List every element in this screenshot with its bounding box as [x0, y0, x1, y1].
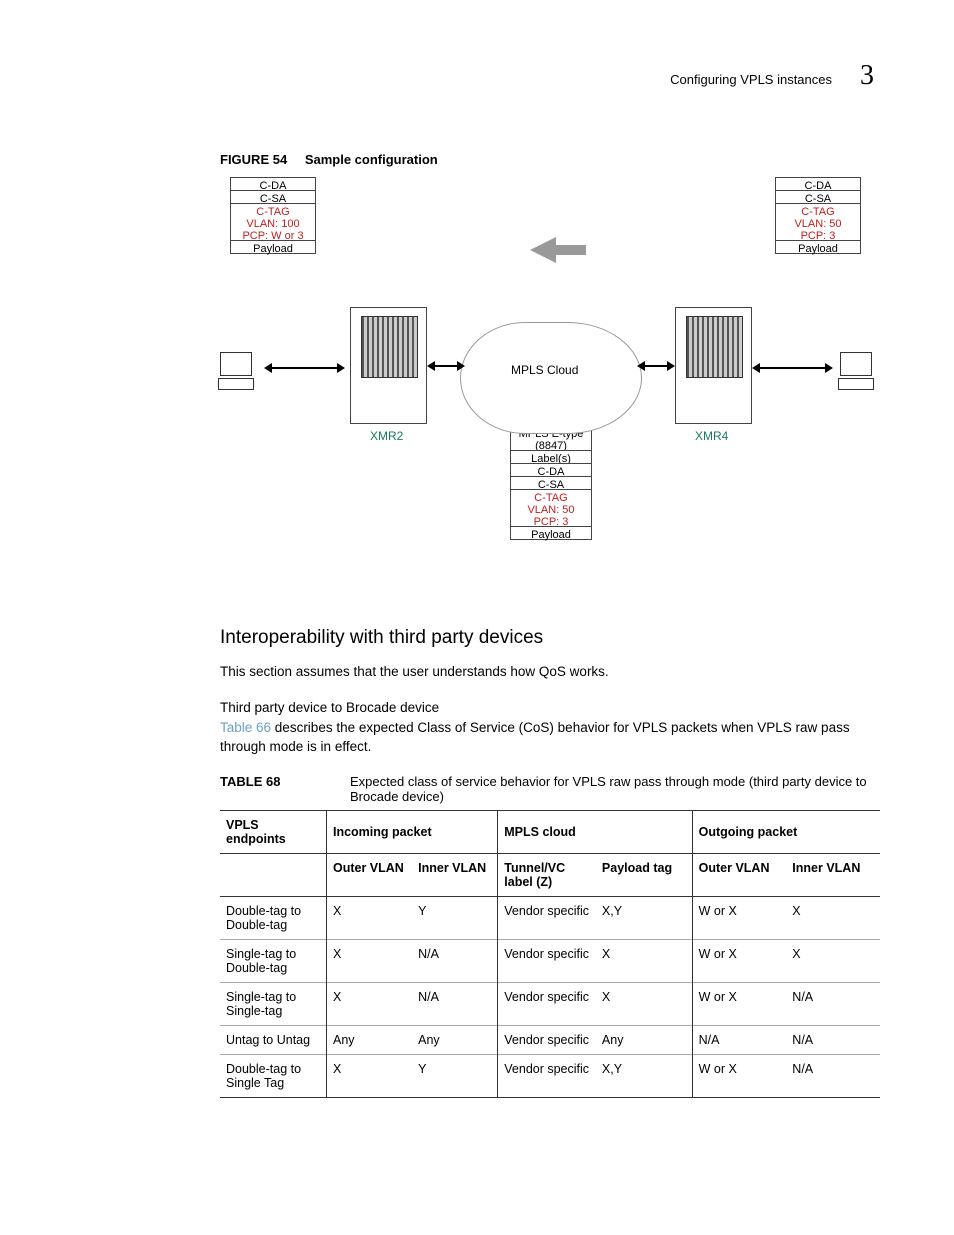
table-cell: W or X — [692, 939, 786, 982]
table-cell: N/A — [786, 1054, 880, 1097]
pc-right-icon — [840, 352, 882, 394]
packet-field: C-DA — [510, 463, 592, 477]
col-group: MPLS cloud — [498, 810, 692, 853]
packet-field: C-SA — [510, 476, 592, 490]
packet-field: Payload — [510, 526, 592, 540]
table-sub-header — [220, 853, 326, 896]
table-cell: Vendor specific — [498, 1025, 596, 1054]
table-cell: Vendor specific — [498, 896, 596, 939]
table-row: Single-tag to Double-tagXN/AVendor speci… — [220, 939, 880, 982]
table-cell: X — [326, 939, 412, 982]
table-cell: X — [786, 896, 880, 939]
flow-arrow-icon — [530, 237, 556, 263]
packet-field: Label(s) — [510, 450, 592, 464]
table-sub-header: Outer VLAN — [326, 853, 412, 896]
pc-left-icon — [220, 352, 262, 394]
figure-caption: Sample configuration — [305, 152, 438, 167]
chapter-number: 3 — [860, 60, 874, 92]
table-cell: X,Y — [596, 896, 692, 939]
table-cell: Any — [596, 1025, 692, 1054]
table-cell: Vendor specific — [498, 982, 596, 1025]
table-cell: N/A — [412, 982, 498, 1025]
table-cell: Single-tag to Single-tag — [220, 982, 326, 1025]
page-header: Configuring VPLS instances 3 — [220, 60, 874, 92]
table-cell: Any — [412, 1025, 498, 1054]
table-caption: Expected class of service behavior for V… — [350, 774, 880, 804]
table-sub-header: Tunnel/VC label (Z) — [498, 853, 596, 896]
router-right-icon — [675, 307, 752, 424]
table-caption-row: TABLE 68 Expected class of service behav… — [220, 774, 880, 804]
table-cell: Y — [412, 896, 498, 939]
table-cell: Vendor specific — [498, 1054, 596, 1097]
header-title: Configuring VPLS instances — [670, 72, 832, 87]
table-label: TABLE 68 — [220, 774, 350, 789]
cos-behavior-table: VPLS endpoints Incoming packet MPLS clou… — [220, 810, 880, 1098]
table-group-header-row: VPLS endpoints Incoming packet MPLS clou… — [220, 810, 880, 853]
table-sub-header: Payload tag — [596, 853, 692, 896]
table-row: Double-tag to Double-tagXYVendor specifi… — [220, 896, 880, 939]
table-cell: W or X — [692, 982, 786, 1025]
link-arrow-icon — [435, 365, 457, 367]
table-cell: Vendor specific — [498, 939, 596, 982]
router-left-icon — [350, 307, 427, 424]
paragraph: This section assumes that the user under… — [220, 663, 874, 681]
col-group: Outgoing packet — [692, 810, 880, 853]
col-group: Incoming packet — [326, 810, 497, 853]
table-cell: X,Y — [596, 1054, 692, 1097]
table-cell: Any — [326, 1025, 412, 1054]
figure-label: FIGURE 54 — [220, 152, 287, 167]
packet-field: Payload — [775, 240, 861, 254]
link-arrow-icon — [272, 367, 337, 369]
table-row: Double-tag to Single TagXYVendor specifi… — [220, 1054, 880, 1097]
table-cell: N/A — [692, 1025, 786, 1054]
table-sub-header: Inner VLAN — [786, 853, 880, 896]
router-right-label: XMR4 — [695, 429, 728, 443]
table-cell: N/A — [786, 982, 880, 1025]
table-cell: X — [326, 1054, 412, 1097]
table-cell: Y — [412, 1054, 498, 1097]
paragraph-text: describes the expected Class of Service … — [220, 720, 850, 753]
flow-arrow-tail — [556, 245, 586, 255]
mpls-cloud-icon: MPLS Cloud — [460, 322, 642, 434]
cloud-label: MPLS Cloud — [511, 363, 578, 377]
col-group: VPLS endpoints — [220, 810, 326, 853]
packet-field: C-DA — [775, 177, 861, 191]
link-arrow-icon — [760, 367, 825, 369]
section-heading: Interoperability with third party device… — [220, 627, 874, 649]
table-cell: W or X — [692, 1054, 786, 1097]
table-cell: X — [786, 939, 880, 982]
table-cell: Untag to Untag — [220, 1025, 326, 1054]
packet-field: C-SA — [230, 190, 316, 204]
table-cell: X — [326, 982, 412, 1025]
table-cell: Single-tag to Double-tag — [220, 939, 326, 982]
table-cell: Double-tag to Double-tag — [220, 896, 326, 939]
network-diagram: C-DAC-SAC-TAGVLAN: 100PCP: W or 3Payload… — [220, 177, 880, 597]
table-row: Single-tag to Single-tagXN/AVendor speci… — [220, 982, 880, 1025]
packet-field: C-SA — [775, 190, 861, 204]
table-cell: N/A — [786, 1025, 880, 1054]
table-sub-header-row: Outer VLANInner VLANTunnel/VC label (Z)P… — [220, 853, 880, 896]
table-sub-header: Inner VLAN — [412, 853, 498, 896]
table-row: Untag to UntagAnyAnyVendor specificAnyN/… — [220, 1025, 880, 1054]
table-cell: Double-tag to Single Tag — [220, 1054, 326, 1097]
table-cell: X — [596, 939, 692, 982]
paragraph: Table 66 describes the expected Class of… — [220, 719, 874, 755]
packet-field: C-TAGVLAN: 50PCP: 3 — [510, 489, 592, 527]
packet-field: Payload — [230, 240, 316, 254]
packet-field: C-TAGVLAN: 50PCP: 3 — [775, 203, 861, 241]
subheading: Third party device to Brocade device — [220, 699, 874, 717]
link-arrow-icon — [645, 365, 667, 367]
figure-caption-row: FIGURE 54 Sample configuration — [220, 152, 874, 167]
table-ref-link[interactable]: Table 66 — [220, 720, 271, 735]
packet-field: C-TAGVLAN: 100PCP: W or 3 — [230, 203, 316, 241]
packet-field: C-DA — [230, 177, 316, 191]
table-cell: N/A — [412, 939, 498, 982]
table-cell: X — [326, 896, 412, 939]
table-cell: X — [596, 982, 692, 1025]
router-left-label: XMR2 — [370, 429, 403, 443]
table-cell: W or X — [692, 896, 786, 939]
table-sub-header: Outer VLAN — [692, 853, 786, 896]
